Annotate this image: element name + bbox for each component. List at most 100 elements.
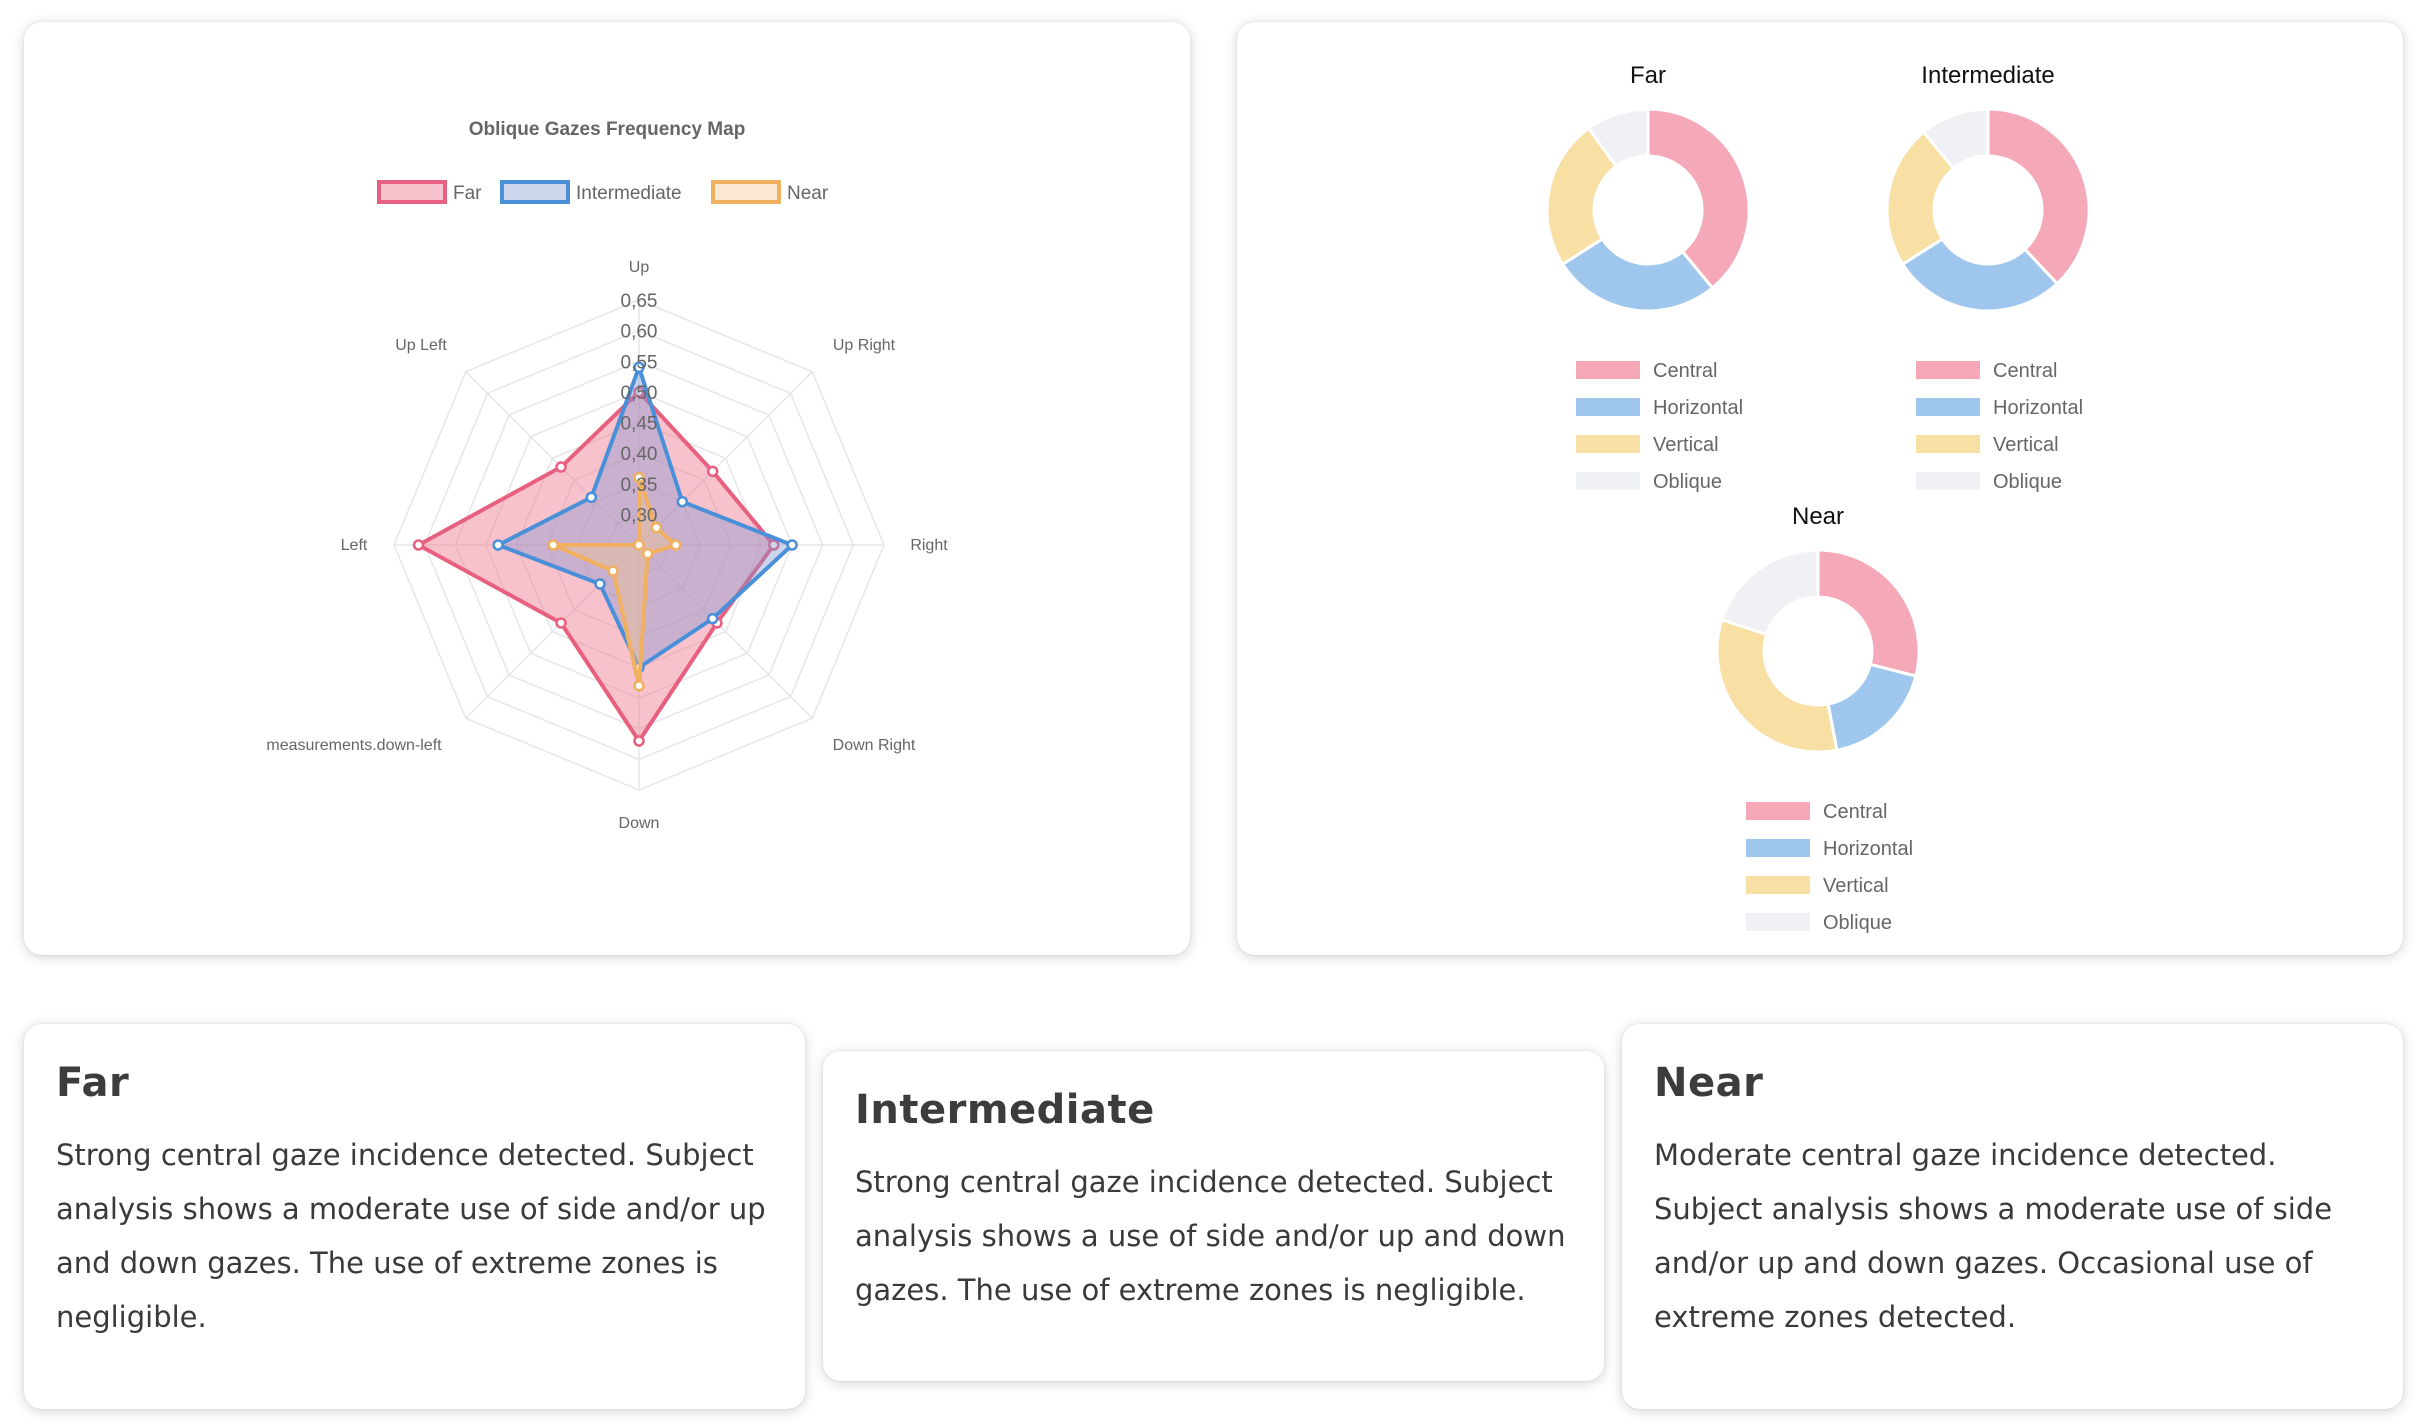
- summary-text: Moderate central gaze incidence detected…: [1654, 1138, 2333, 1334]
- axis-label: Up Left: [395, 337, 447, 354]
- slice-oblique: [1586, 107, 1650, 169]
- data-point: [633, 361, 645, 374]
- tick-label: 0,50: [621, 383, 658, 404]
- summary-text: Strong central gaze incidence detected. …: [56, 1138, 766, 1334]
- legend-swatch-horizontal: [1576, 398, 1640, 416]
- legend-label-oblique: Oblique: [1823, 912, 1892, 934]
- tick-label: 0,30: [621, 505, 658, 526]
- legend-label-horizontal: Horizontal: [1993, 397, 2083, 419]
- slice-central: [1986, 107, 2091, 286]
- data-point: [706, 612, 719, 625]
- radar-chart: Oblique Gazes Frequency Map Far Intermedia…: [266, 119, 948, 832]
- data-point: [676, 495, 689, 508]
- legend-label-horizontal: Horizontal: [1823, 838, 1913, 860]
- data-point: [547, 539, 559, 551]
- slice-central: [1646, 107, 1751, 290]
- doughnut-title: Intermediate: [1921, 62, 2054, 89]
- data-point: [633, 735, 645, 747]
- legend-label-far: Far: [453, 183, 482, 204]
- legend-swatch-horizontal: [1916, 398, 1980, 416]
- legend-swatch-vertical: [1916, 435, 1980, 453]
- doughnut-title: Far: [1630, 62, 1666, 89]
- legend-label-oblique: Oblique: [1993, 471, 2062, 493]
- summary-card-near: Near Moderate central gaze incidence det…: [1622, 1024, 2403, 1409]
- slice-oblique: [1921, 107, 1990, 171]
- data-point: [555, 461, 567, 473]
- legend-label-horizontal: Horizontal: [1653, 397, 1743, 419]
- doughnut-near: Near Central Horizontal Vertical Oblique: [1715, 503, 1921, 934]
- data-point: [706, 465, 719, 478]
- legend-swatch-oblique: [1576, 472, 1640, 490]
- legend-swatch-central: [1746, 802, 1810, 820]
- legend-label-near: Near: [787, 183, 829, 204]
- chart-title: Oblique Gazes Frequency Map: [469, 119, 746, 140]
- legend-swatch-near: [711, 180, 781, 204]
- axis-label: Left: [341, 537, 368, 554]
- doughnut-title: Near: [1792, 503, 1844, 530]
- data-point: [492, 539, 504, 551]
- legend-label-vertical: Vertical: [1823, 875, 1889, 897]
- data-point: [670, 539, 682, 551]
- radar-chart-card: Oblique Gazes Frequency Map Far Intermedia…: [24, 22, 1190, 955]
- data-point: [633, 386, 645, 398]
- legend-swatch-intermediate: [500, 180, 570, 204]
- data-point: [633, 539, 645, 551]
- tick-label: 0,40: [621, 444, 658, 465]
- tick-label: 0,55: [621, 352, 658, 373]
- legend-swatch-vertical: [1746, 876, 1810, 894]
- doughnut-far: Far Central Horizontal Vertical Oblique: [1545, 62, 1751, 493]
- legend-label-intermediate: Intermediate: [576, 183, 682, 204]
- summary-text: Strong central gaze incidence detected. …: [855, 1165, 1566, 1307]
- summary-title: Far: [56, 1060, 130, 1106]
- legend-swatch-far: [377, 180, 447, 204]
- legend-swatch-vertical: [1576, 435, 1640, 453]
- data-point: [594, 578, 606, 590]
- grid-spoke: [638, 544, 813, 719]
- axis-label: measurements.down-left: [266, 737, 442, 754]
- tick-label: 0,65: [621, 291, 658, 312]
- slice-vertical: [1715, 617, 1839, 754]
- tick-label: 0,45: [621, 414, 658, 435]
- legend-swatch-central: [1576, 361, 1640, 379]
- slice-vertical: [1885, 130, 1956, 267]
- series-near: [547, 471, 682, 692]
- data-point: [607, 565, 619, 577]
- legend-label-central: Central: [1993, 360, 2057, 382]
- doughnut-charts-card: Far Central Horizontal Vertical Oblique Inter…: [1237, 22, 2403, 955]
- data-point: [585, 491, 598, 504]
- data-point: [641, 547, 654, 560]
- legend-swatch-oblique: [1916, 472, 1980, 490]
- legend-label-oblique: Oblique: [1653, 471, 1722, 493]
- slice-horizontal: [1826, 662, 1918, 752]
- slice-oblique: [1720, 548, 1820, 637]
- axis-label: Up Right: [833, 337, 896, 354]
- tick-label: 0,35: [621, 475, 658, 496]
- series-far: [412, 386, 780, 747]
- data-point: [412, 539, 425, 551]
- slice-horizontal: [1900, 236, 2060, 313]
- axis-label: Right: [910, 537, 948, 554]
- summary-title: Near: [1654, 1060, 1764, 1106]
- slice-vertical: [1545, 126, 1619, 267]
- data-point: [633, 680, 645, 692]
- summary-title: Intermediate: [855, 1087, 1155, 1133]
- legend-label-central: Central: [1653, 360, 1717, 382]
- doughnut-charts: FarCentralHorizontalVerticalObliqueInter…: [1545, 62, 2091, 934]
- legend-label-central: Central: [1823, 801, 1887, 823]
- grid-spoke: [638, 371, 813, 546]
- doughnut-intermediate: Intermediate Central Horizontal Vertical Obl…: [1885, 62, 2091, 493]
- summary-card-far: Far Strong central gaze incidence detect…: [24, 1024, 805, 1409]
- data-point: [768, 539, 780, 551]
- legend-label-vertical: Vertical: [1993, 434, 2059, 456]
- grid-spoke: [465, 371, 640, 546]
- summary-card-intermediate: Intermediate Strong central gaze inciden…: [823, 1051, 1604, 1381]
- axis-label: Down: [619, 815, 660, 832]
- data-point: [555, 617, 567, 629]
- legend-swatch-oblique: [1746, 913, 1810, 931]
- data-point: [650, 521, 663, 534]
- tick-label: 0,60: [621, 322, 658, 343]
- slice-central: [1816, 548, 1921, 678]
- legend-swatch-central: [1916, 361, 1980, 379]
- axis-label: Up: [629, 259, 650, 276]
- data-point: [786, 539, 798, 551]
